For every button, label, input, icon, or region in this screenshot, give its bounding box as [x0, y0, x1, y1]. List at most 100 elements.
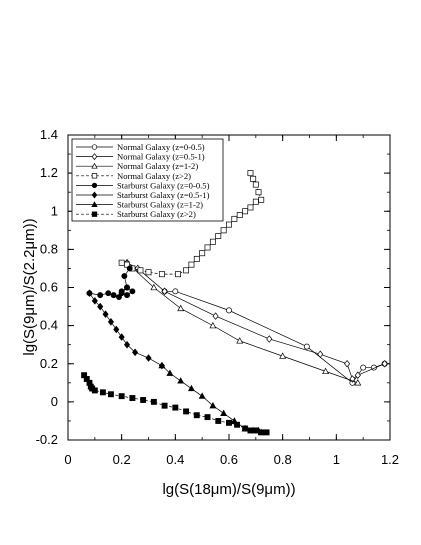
y-tick-label: 0: [51, 394, 58, 409]
series: [161, 288, 388, 386]
data-point: [209, 321, 217, 329]
data-point: [381, 359, 388, 368]
data-point: [344, 359, 351, 368]
series: [158, 361, 265, 436]
data-point: [150, 398, 157, 405]
data-point: [91, 201, 98, 207]
data-point: [322, 367, 330, 375]
data-point: [137, 267, 144, 274]
legend-box: [71, 138, 224, 222]
data-point: [124, 292, 130, 299]
data-point: [247, 427, 254, 434]
data-point: [158, 361, 166, 369]
data-point: [91, 182, 98, 189]
data-point: [177, 304, 185, 312]
x-tick-label: 1: [333, 452, 340, 467]
data-point: [177, 377, 185, 384]
series-line: [126, 262, 385, 380]
x-axis-label: lg(S(18μm)/S(9μm)): [162, 481, 295, 498]
data-point: [215, 417, 222, 424]
series-line: [164, 290, 385, 384]
legend-label: Normal Galaxy (z>2): [117, 171, 191, 181]
data-point: [242, 425, 249, 432]
legend-label: Starburst Galaxy (z=0.5-1): [117, 190, 210, 200]
data-point: [198, 392, 206, 399]
data-point: [226, 221, 232, 228]
data-point: [354, 379, 362, 386]
data-point: [252, 427, 259, 434]
x-tick-label: 0.6: [220, 452, 238, 467]
data-point: [263, 429, 270, 436]
data-point: [124, 284, 130, 291]
data-point: [187, 384, 195, 392]
data-point: [317, 350, 324, 358]
data-point: [132, 348, 139, 357]
data-point: [91, 162, 98, 169]
series: [86, 265, 136, 300]
legend-label: Starburst Galaxy (z=0-0.5): [117, 180, 210, 190]
data-point: [118, 393, 125, 400]
series: [123, 258, 388, 383]
data-point: [118, 259, 125, 266]
data-point: [220, 409, 228, 416]
data-point: [234, 421, 240, 428]
data-point: [118, 333, 125, 341]
data-point: [231, 215, 238, 222]
x-tick-label: 0.8: [274, 452, 292, 467]
y-tick-label: 1: [51, 203, 58, 218]
legend-label: Normal Galaxy (z=1-2): [117, 161, 198, 171]
data-point: [252, 181, 259, 188]
data-point: [99, 389, 106, 396]
data-point: [226, 307, 232, 314]
legend-label: Normal Galaxy (z=0.5-1): [117, 152, 205, 162]
data-point: [121, 273, 128, 280]
data-point: [199, 250, 206, 257]
data-point: [172, 288, 179, 295]
data-point: [97, 292, 104, 299]
x-tick-label: 0.4: [166, 452, 184, 467]
data-point: [91, 173, 98, 179]
legend-label: Starburst Galaxy (z=1-2): [117, 200, 203, 210]
data-point: [226, 419, 232, 426]
data-point: [126, 265, 133, 272]
data-point: [158, 271, 165, 278]
data-point: [255, 189, 262, 196]
data-point: [209, 238, 216, 245]
data-point: [150, 283, 158, 291]
data-point: [91, 153, 98, 161]
y-tick-label: 1.4: [40, 127, 58, 142]
data-point: [102, 310, 109, 318]
series: [86, 289, 165, 370]
y-tick-label: 0.6: [40, 280, 58, 295]
data-point: [97, 302, 104, 311]
data-point: [354, 371, 361, 379]
data-point: [360, 364, 367, 371]
series-line: [161, 365, 262, 433]
data-point: [247, 204, 254, 211]
data-point: [250, 175, 257, 182]
x-tick-label: 1.2: [381, 452, 399, 467]
data-point: [258, 196, 265, 203]
y-tick-label: 0.4: [40, 318, 58, 333]
series-layer: [81, 170, 388, 436]
data-point: [91, 191, 98, 199]
x-tick-label: 0: [64, 452, 71, 467]
data-point: [91, 387, 98, 394]
data-point: [236, 337, 244, 344]
data-point: [86, 289, 93, 297]
data-point: [212, 312, 219, 320]
data-point: [209, 401, 217, 409]
data-point: [204, 414, 211, 421]
data-point: [236, 212, 243, 219]
data-point: [279, 352, 287, 359]
series-line: [126, 262, 358, 384]
data-point: [188, 261, 195, 268]
legend: Normal Galaxy (z=0-0.5)Normal Galaxy (z=…: [71, 138, 224, 222]
data-point: [252, 198, 259, 205]
x-tick-label: 0.2: [113, 452, 131, 467]
data-point: [266, 335, 273, 343]
data-point: [123, 340, 131, 349]
legend-label: Normal Galaxy (z=0-0.5): [117, 142, 205, 152]
data-point: [175, 271, 181, 278]
